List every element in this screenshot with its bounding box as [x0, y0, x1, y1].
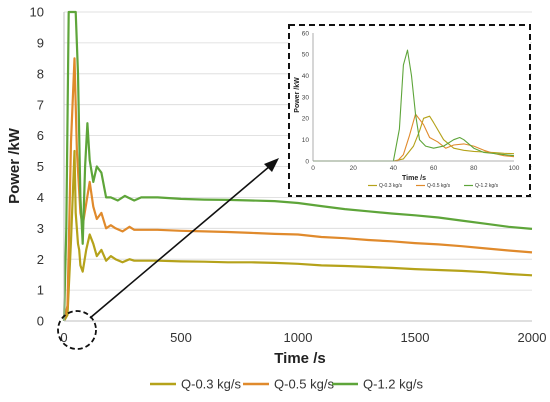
inset-legend-label: Q-0.5 kg/s: [427, 183, 451, 189]
inset-series-lines: [313, 49, 515, 162]
legend: Q-0.3 kg/s Q-0.5 kg/s Q-1.2 kg/s: [150, 377, 423, 392]
series-line-q-0-5-kg-s: [313, 113, 515, 162]
inset-legend: Q-0.3 kg/s Q-0.5 kg/s Q-1.2 kg/s: [368, 183, 499, 189]
y-tick-label: 10: [302, 137, 310, 144]
x-tick-label: 100: [509, 165, 520, 172]
y-tick-label: 50: [302, 52, 310, 59]
y-tick-label: 6: [37, 128, 44, 143]
y-tick-label: 20: [302, 116, 310, 123]
y-tick-label: 2: [37, 252, 44, 267]
x-tick-label: 80: [470, 165, 478, 172]
y-tick-label: 0: [37, 314, 44, 329]
x-tick-label: 1000: [284, 330, 313, 345]
y-tick-label: 0: [305, 158, 309, 165]
inset-legend-label: Q-0.3 kg/s: [379, 183, 403, 189]
y-tick-label: 30: [302, 94, 310, 101]
x-tick-label: 1500: [401, 330, 430, 345]
y-tick-label: 60: [302, 30, 310, 37]
y-axis-title: Power /kW: [6, 127, 23, 204]
y-tick-label: 8: [37, 66, 44, 81]
legend-label: Q-1.2 kg/s: [363, 377, 423, 392]
zoom-region-circle: [57, 310, 97, 350]
series-line-q-1-2-kg-s: [313, 49, 515, 162]
y-tick-label: 4: [37, 190, 44, 205]
inset-frame: [288, 24, 531, 197]
inset-legend-label: Q-1.2 kg/s: [475, 183, 499, 189]
zoom-arrow: [89, 165, 271, 319]
inset-y-axis-title: Power /kW: [294, 77, 301, 113]
zoom-arrow-head: [264, 158, 279, 172]
main-series-lines: [62, 10, 533, 322]
y-tick-label: 10: [30, 5, 44, 20]
inset-x-axis-title: Time /s: [402, 175, 426, 182]
inset-tick-labels: 0 10 20 30 40 50 60 0 20 40 60 80 100: [302, 30, 520, 172]
series-line-q-1-2-kg-s: [62, 10, 533, 322]
x-tick-label: 2000: [518, 330, 547, 345]
y-tick-label: 1: [37, 283, 44, 298]
x-tick-label: 60: [430, 165, 438, 172]
y-tick-label: 5: [37, 159, 44, 174]
x-tick-label: 0: [311, 165, 315, 172]
x-tick-label: 40: [390, 165, 398, 172]
y-tick-label: 3: [37, 221, 44, 236]
x-axis-title: Time /s: [274, 350, 325, 367]
legend-label: Q-0.3 kg/s: [181, 377, 241, 392]
x-tick-label: 500: [170, 330, 192, 345]
legend-label: Q-0.5 kg/s: [274, 377, 334, 392]
y-tick-label: 9: [37, 35, 44, 50]
y-tick-label: 7: [37, 97, 44, 112]
x-tick-label: 0: [60, 330, 67, 345]
inset-axes: [312, 33, 514, 162]
x-tick-label: 20: [350, 165, 358, 172]
series-line-q-0-3-kg-s: [63, 149, 533, 322]
main-axes: [63, 12, 532, 322]
y-tick-label: 40: [302, 73, 310, 80]
